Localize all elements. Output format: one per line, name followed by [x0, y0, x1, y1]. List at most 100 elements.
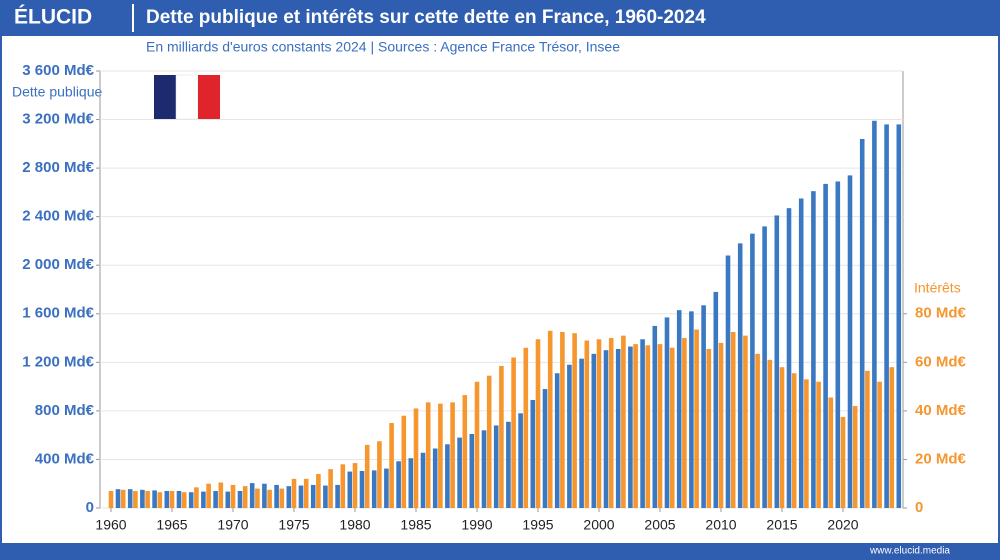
bar: [328, 469, 333, 508]
y-tick-label: 1 200 Md€: [22, 353, 94, 370]
bar: [737, 243, 743, 508]
bar: [755, 353, 760, 508]
bar: [554, 373, 560, 508]
bar: [645, 345, 651, 508]
brand: ÉLUCID: [14, 6, 92, 29]
bar: [371, 470, 377, 508]
y-axis-label: Dette publique: [12, 84, 103, 100]
footer-bar: [0, 543, 1000, 560]
chart-title: Dette publique et intérêts sur cette det…: [146, 7, 706, 28]
bar: [303, 478, 309, 508]
bar: [140, 489, 145, 508]
bar: [682, 338, 687, 508]
bar: [218, 482, 224, 508]
bar: [145, 491, 150, 508]
bar: [701, 305, 706, 508]
y-tick-label: 2 800 Md€: [22, 159, 94, 176]
bar: [274, 484, 279, 508]
flag: [154, 74, 220, 120]
bar: [567, 364, 572, 508]
bar: [676, 310, 682, 508]
bar: [432, 448, 438, 508]
bar: [181, 492, 187, 508]
bar: [262, 483, 267, 508]
bar: [169, 491, 175, 508]
bar: [323, 485, 328, 508]
bar: [579, 358, 584, 508]
bar: [804, 379, 809, 508]
bar: [286, 486, 292, 508]
bar: [584, 340, 590, 508]
x-tick-label: 2015: [766, 517, 797, 533]
bar: [811, 191, 816, 509]
bar: [518, 413, 523, 508]
y2-tick-label: 0: [915, 499, 923, 516]
bar: [120, 489, 126, 508]
y-tick-label: 400 Md€: [35, 450, 95, 467]
bar: [542, 389, 548, 508]
bar: [713, 291, 719, 508]
bar: [547, 330, 553, 508]
y-tick-label: 2 000 Md€: [22, 256, 94, 273]
bar: [364, 444, 370, 508]
bar: [213, 491, 218, 508]
bar: [767, 359, 773, 508]
bar: [786, 208, 792, 509]
bar: [615, 348, 621, 508]
y2-tick-label: 20 Md€: [915, 450, 967, 467]
bar: [408, 458, 414, 508]
bar: [377, 441, 382, 508]
bar: [225, 491, 231, 508]
bar: [523, 347, 529, 508]
bar: [608, 338, 614, 508]
bar: [469, 433, 475, 508]
bar: [823, 183, 828, 508]
bar: [889, 367, 895, 508]
bar: [115, 489, 121, 508]
bar: [298, 485, 304, 508]
bar: [652, 325, 658, 508]
bar: [840, 416, 846, 508]
y2-tick-label: 40 Md€: [915, 402, 967, 419]
bar: [450, 402, 455, 508]
bar: [401, 415, 407, 508]
y-tick-label: 800 Md€: [35, 402, 95, 419]
bar: [249, 483, 255, 508]
bar: [762, 226, 767, 508]
bar: [340, 464, 346, 508]
bar: [847, 175, 853, 508]
x-tick-label: 1995: [522, 517, 553, 533]
bar: [877, 381, 882, 508]
bar: [194, 487, 199, 508]
bar: [420, 452, 426, 508]
bar: [291, 478, 297, 508]
bar: [486, 375, 492, 508]
y-tick-label: 3 200 Md€: [22, 111, 94, 128]
header-bar: [0, 0, 1000, 36]
chart-subtitle: En milliards d'euros constants 2024 | So…: [146, 39, 620, 55]
bar: [359, 470, 365, 508]
x-tick-label: 2000: [583, 517, 614, 533]
bar: [152, 490, 157, 508]
bar: [438, 403, 443, 508]
bar: [237, 491, 243, 508]
bar: [779, 367, 785, 508]
bar: [316, 474, 321, 508]
bar: [664, 317, 670, 508]
bar: [335, 484, 340, 508]
bar: [896, 124, 902, 509]
x-tick-label: 1980: [339, 517, 370, 533]
bar: [628, 346, 633, 508]
y2-axis-label: Intérêts: [914, 280, 961, 296]
y-tick-label: 2 400 Md€: [22, 208, 94, 225]
bar: [206, 483, 211, 508]
bar: [706, 348, 712, 508]
bar: [530, 399, 536, 508]
bar: [384, 468, 389, 508]
x-tick-label: 1975: [278, 517, 309, 533]
bar: [230, 484, 236, 508]
x-tick-label: 2020: [827, 517, 858, 533]
bar: [689, 311, 694, 508]
bar: [413, 408, 419, 508]
